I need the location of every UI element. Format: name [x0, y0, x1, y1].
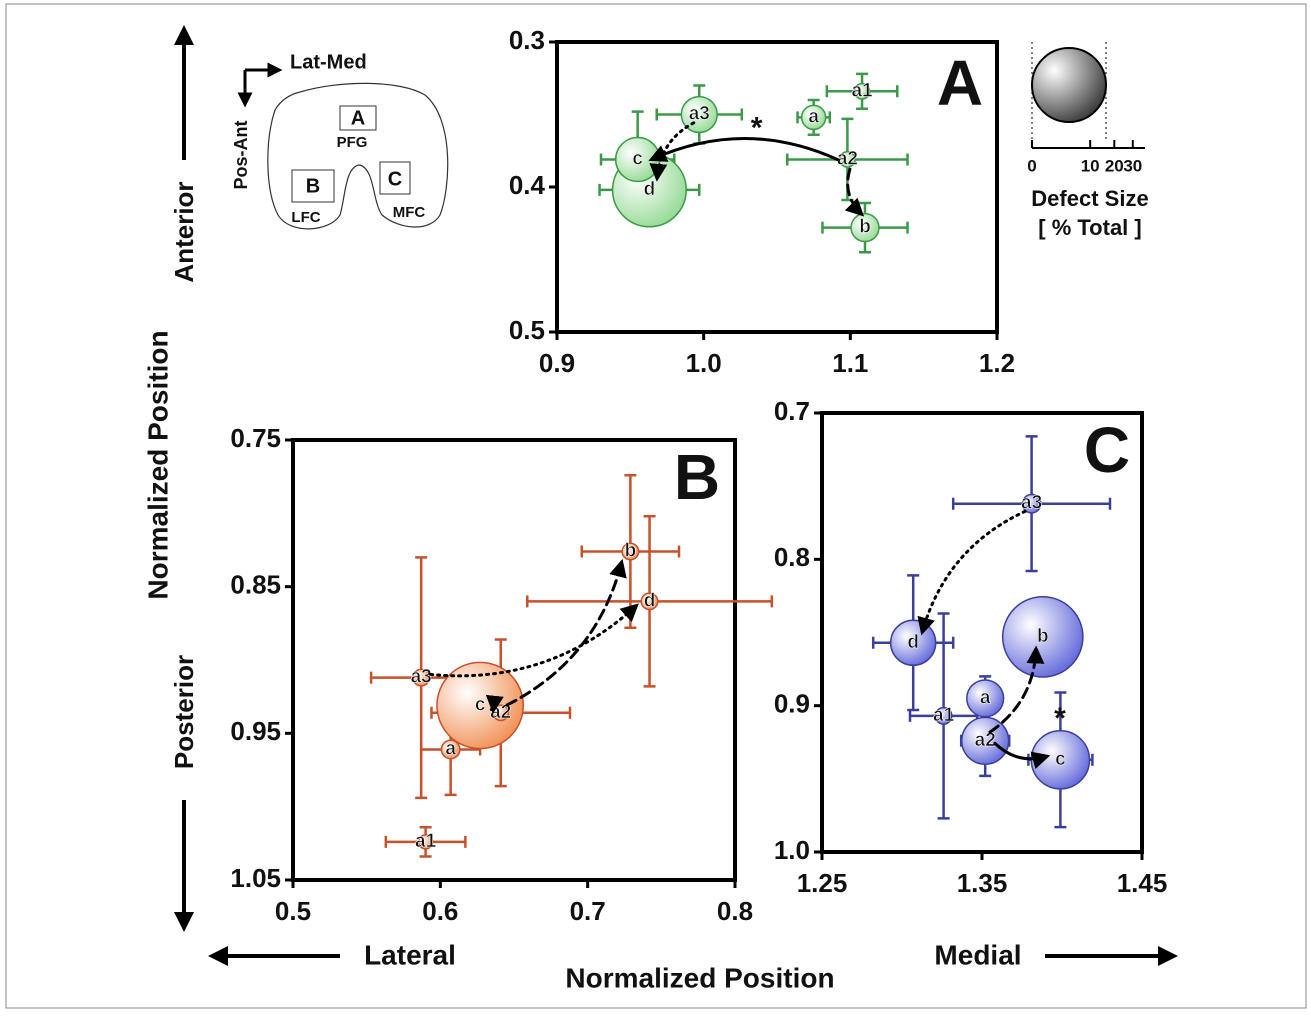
point-label: d: [644, 590, 656, 611]
region-letter: C: [388, 168, 402, 190]
y-tick-label: 0.8: [774, 542, 810, 572]
x-axis-title: Normalized Position: [565, 962, 834, 993]
panel-letter: A: [937, 47, 983, 119]
point-label: a: [980, 687, 991, 708]
region-letter: A: [351, 107, 365, 129]
legend-title: Defect Size: [1031, 186, 1148, 211]
point-label: b: [1037, 626, 1049, 647]
region-name: PFG: [337, 134, 368, 151]
posterior-label: Posterior: [169, 655, 199, 769]
point-label: a1: [851, 80, 873, 101]
legend-tick-label: 30: [1123, 156, 1142, 175]
y-tick-label: 0.95: [230, 716, 281, 746]
lateral-label: Lateral: [364, 939, 456, 970]
region-name: MFC: [393, 204, 426, 221]
point-label: c: [1055, 749, 1066, 770]
point-label: a2: [975, 730, 996, 751]
trajectory-arrow: [652, 138, 838, 159]
legend-tick-label: 10: [1081, 156, 1100, 175]
trajectory-arrow: [491, 708, 493, 710]
panel-letter: C: [1084, 414, 1130, 486]
point-label: c: [475, 694, 486, 715]
schematic: Lat-Med Pos-Ant A PFG B LFC C MFC: [231, 51, 448, 229]
point-label: d: [907, 632, 919, 653]
trajectory-arrow: [507, 562, 622, 705]
point-label: a2: [837, 148, 858, 169]
y-tick-label: 0.75: [230, 423, 281, 453]
y-tick-label: 0.4: [509, 170, 546, 200]
x-tick-label: 1.0: [686, 348, 722, 378]
x-tick-label: 1.35: [957, 868, 1008, 898]
trajectory-arrow: [431, 606, 637, 676]
x-tick-label: 1.2: [979, 348, 1015, 378]
y-tick-label: 0.7: [774, 396, 810, 426]
point-label: b: [859, 217, 871, 238]
trajectory-arrow: [848, 169, 862, 214]
significance-mark: *: [1054, 702, 1066, 735]
legend-tick-label: 20: [1105, 156, 1124, 175]
plot-frame: [293, 440, 735, 880]
y-tick-label: 0.3: [509, 25, 545, 55]
x-tick-label: 1.45: [1117, 868, 1168, 898]
x-tick-label: 0.5: [275, 896, 311, 926]
point-label: a1: [415, 831, 437, 852]
x-tick-label: 0.8: [717, 896, 753, 926]
significance-mark: *: [751, 111, 763, 144]
y-tick-label: 1.05: [230, 863, 281, 893]
anterior-label: Anterior: [169, 181, 199, 282]
y-axis-title: Normalized Position: [142, 330, 173, 599]
figure: Lat-Med Pos-Ant A PFG B LFC C MFC Anteri…: [0, 0, 1311, 1012]
y-tick-label: 1.0: [774, 835, 810, 865]
point-label: a3: [689, 104, 710, 125]
y-tick-label: 0.9: [774, 689, 810, 719]
point-label: d: [644, 179, 656, 200]
x-tick-label: 0.6: [422, 896, 458, 926]
y-tick-label: 0.5: [509, 315, 545, 345]
x-tick-label: 0.7: [570, 896, 606, 926]
medial-label: Medial: [934, 939, 1021, 970]
point-label: b: [625, 540, 637, 561]
point-label: c: [632, 148, 643, 169]
point-label: a: [808, 106, 819, 127]
region-letter: B: [306, 175, 320, 197]
x-tick-label: 1.1: [832, 348, 868, 378]
panel-letter: B: [674, 441, 720, 513]
panel: 0.9 1.0 1.1 1.2 0.3 0.4 0.5 Aa1 a a3 a2 b cd *: [509, 25, 1015, 378]
x-tick-label: 0.9: [539, 348, 575, 378]
point-label: a3: [411, 667, 432, 688]
point-label: a1: [933, 705, 955, 726]
point-label: a: [445, 738, 456, 759]
lat-med-label: Lat-Med: [290, 51, 367, 73]
x-tick-label: 1.25: [797, 868, 848, 898]
legend-unit: [ % Total ]: [1038, 215, 1141, 240]
pos-ant-label: Pos-Ant: [231, 121, 251, 190]
legend-tick-label: 0: [1027, 156, 1036, 175]
y-tick-label: 0.85: [230, 570, 281, 600]
region-name: LFC: [291, 209, 320, 226]
